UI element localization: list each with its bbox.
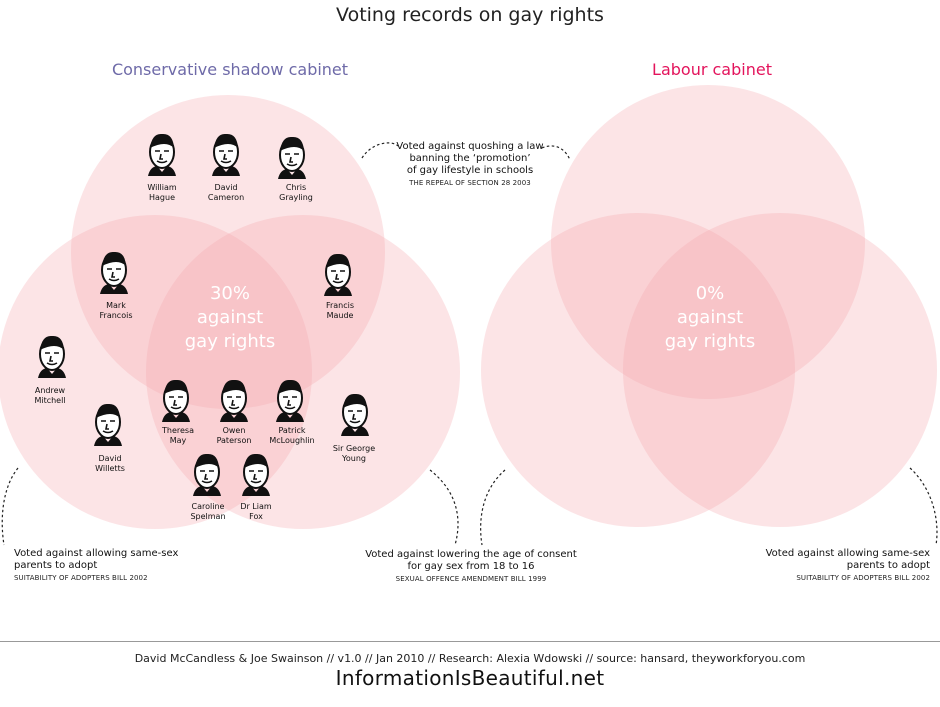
annotation-adopt-right: Voted against allowing same-sex parents … xyxy=(690,548,930,582)
annotation-adopt-left-bill: SUITABILITY OF ADOPTERS BILL 2002 xyxy=(14,574,148,582)
portrait-andrew-mitchell-icon xyxy=(38,335,66,378)
dashed-connector-adopt-right xyxy=(909,467,938,546)
portrait-liam-fox-icon xyxy=(242,453,270,496)
portrait-theresa-may-icon xyxy=(162,379,190,422)
dashed-connector-consent-right xyxy=(480,469,506,546)
portrait-mark-francois-icon xyxy=(100,251,128,294)
member-label-caroline-spelman: Caroline Spelman xyxy=(190,502,226,521)
annotation-adopt-left-text: Voted against allowing same-sex parents … xyxy=(14,548,179,571)
annotation-consent-bill: SEXUAL OFFENCE AMENDMENT BILL 1999 xyxy=(395,575,547,583)
member-label-george-young: Sir George Young xyxy=(332,444,376,463)
labour-center-stat: 0% against gay rights xyxy=(664,283,756,352)
conservative-circle-consent xyxy=(146,215,460,529)
portrait-francis-maude-icon xyxy=(324,253,352,296)
portrait-owen-paterson-icon xyxy=(220,379,248,422)
dashed-connector-consent xyxy=(429,469,459,546)
footer-brand[interactable]: InformationIsBeautiful.net xyxy=(335,666,605,690)
member-label-william-hague: William Hague xyxy=(147,183,177,202)
labour-circle-adopt xyxy=(481,213,795,527)
member-label-patrick-mcloughlin: Patrick McLoughlin xyxy=(269,426,315,445)
portrait-david-willetts-icon xyxy=(94,403,122,446)
footer-divider xyxy=(0,641,940,642)
annotation-adopt-right-text: Voted against allowing same-sex parents … xyxy=(765,548,930,571)
conservative-center-stat: 30% against gay rights xyxy=(184,283,276,352)
member-label-owen-paterson: Owen Paterson xyxy=(216,426,252,445)
member-label-andrew-mitchell: Andrew Mitchell xyxy=(34,386,66,405)
portrait-george-young-icon xyxy=(341,393,369,436)
footer-credit: David McCandless & Joe Swainson // v1.0 … xyxy=(134,652,806,665)
labour-circle-consent xyxy=(623,213,937,527)
venn-diagram xyxy=(0,85,938,546)
portrait-william-hague-icon xyxy=(148,133,176,176)
annotation-section28: Voted against quoshing a law banning the… xyxy=(380,141,560,187)
member-label-francis-maude: Francis Maude xyxy=(325,301,355,320)
annotation-section28-bill: THE REPEAL OF SECTION 28 2003 xyxy=(409,179,531,187)
conservative-panel-title: Conservative shadow cabinet xyxy=(111,60,349,79)
member-label-david-cameron: David Cameron xyxy=(207,183,245,202)
portrait-patrick-mcloughlin-icon xyxy=(276,379,304,422)
member-label-chris-grayling: Chris Grayling xyxy=(279,183,313,202)
dashed-connector-section28-right xyxy=(541,145,571,161)
annotation-consent: Voted against lowering the age of consen… xyxy=(340,549,602,583)
page-title: Voting records on gay rights xyxy=(336,4,604,26)
dashed-connector-adopt-left xyxy=(1,467,19,546)
labour-circle-section28 xyxy=(551,85,865,399)
labour-panel-title: Labour cabinet xyxy=(652,60,772,79)
portrait-chris-grayling-icon xyxy=(278,136,306,179)
conservative-circle-adopt xyxy=(0,215,312,529)
annotation-consent-text: Voted against lowering the age of consen… xyxy=(365,549,577,572)
member-label-david-willetts: David Willetts xyxy=(95,454,125,473)
annotation-section28-text: Voted against quoshing a law banning the… xyxy=(396,141,544,176)
annotation-adopt-left: Voted against allowing same-sex parents … xyxy=(14,548,244,582)
annotation-adopt-right-bill: SUITABILITY OF ADOPTERS BILL 2002 xyxy=(796,574,930,582)
portrait-caroline-spelman-icon xyxy=(193,453,221,496)
member-label-mark-francois: Mark Francois xyxy=(99,301,133,320)
member-label-liam-fox: Dr Liam Fox xyxy=(240,502,272,521)
member-label-theresa-may: Theresa May xyxy=(162,426,194,445)
portrait-david-cameron-icon xyxy=(212,133,240,176)
